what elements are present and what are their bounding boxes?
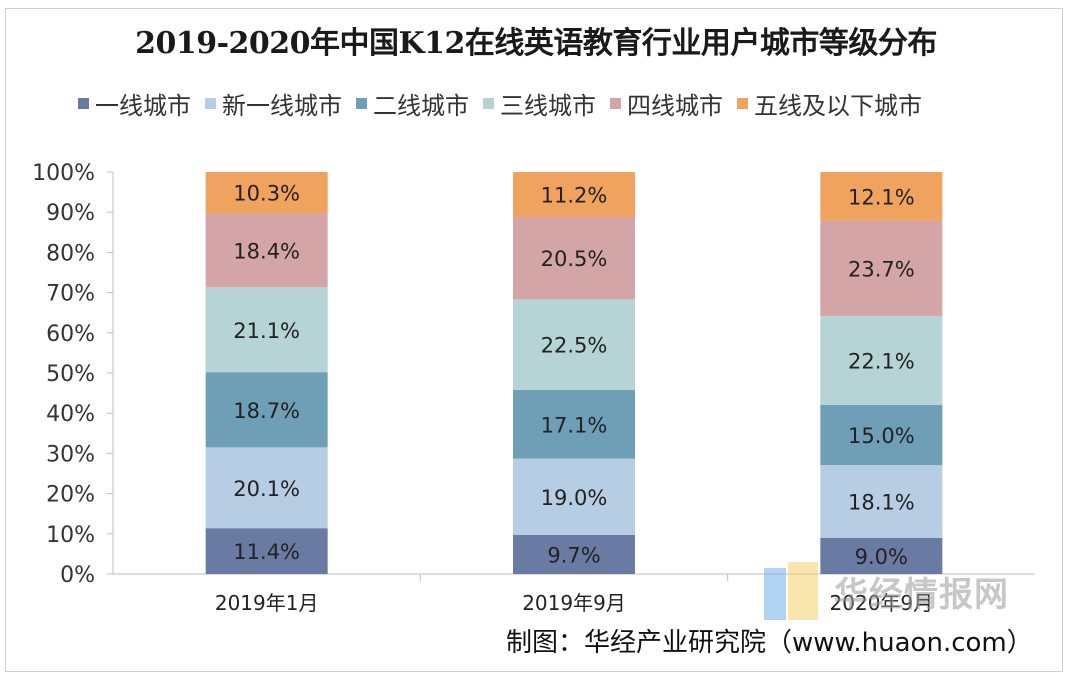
y-tick-label: 0% [60, 563, 95, 588]
legend: 一线城市 新一线城市 二线城市 三线城市 四线城市 五线及以下城市 [78, 86, 936, 120]
data-label: 11.2% [541, 184, 608, 208]
bar-segment [205, 528, 328, 574]
legend-label: 新一线城市 [222, 91, 342, 120]
watermark-logo-icon [764, 562, 822, 620]
legend-item: 新一线城市 [205, 86, 342, 121]
bar-segment [205, 372, 328, 448]
bar-segment [205, 172, 328, 214]
x-tick-label: 2019年1月 [215, 591, 319, 615]
y-tick-label: 30% [46, 442, 95, 467]
legend-swatch [737, 97, 748, 109]
data-label: 20.5% [541, 247, 608, 271]
bar-segment [513, 172, 635, 218]
bar-segment [820, 537, 943, 574]
bar-segment [205, 447, 328, 529]
y-tick-label: 40% [46, 402, 95, 427]
bar-segment [820, 404, 943, 466]
y-tick-label: 20% [46, 483, 95, 508]
data-label: 11.4% [233, 540, 300, 564]
y-tick-label: 70% [46, 282, 95, 307]
bar-segment [820, 465, 943, 538]
bar-segment [513, 458, 635, 536]
y-tick-label: 60% [46, 322, 95, 347]
watermark-text: 华经情报网 [834, 574, 1009, 615]
bar-segment [205, 213, 328, 288]
y-tick-label: 100% [32, 161, 95, 186]
legend-swatch [356, 97, 367, 109]
data-label: 19.0% [541, 486, 608, 510]
data-label: 20.1% [233, 477, 300, 501]
legend-swatch [610, 97, 621, 109]
bar-segment [205, 287, 328, 373]
y-tick-label: 50% [46, 362, 95, 387]
data-label: 18.4% [233, 239, 300, 263]
data-label: 15.0% [848, 424, 915, 448]
source-note: 制图：华经产业研究院（www.huaon.com） [506, 628, 1033, 658]
bar-segment [820, 315, 943, 405]
data-label: 22.1% [848, 349, 915, 373]
data-label: 12.1% [848, 185, 915, 209]
bar-segment [513, 299, 635, 390]
data-label: 21.1% [233, 319, 300, 343]
legend-item: 二线城市 [356, 86, 469, 121]
legend-label: 三线城市 [500, 91, 596, 120]
bar-segment [820, 172, 943, 221]
data-label: 9.0% [855, 545, 908, 569]
bar-segment [513, 535, 635, 574]
legend-item: 四线城市 [610, 86, 723, 121]
data-label: 18.1% [848, 490, 915, 514]
data-label: 22.5% [541, 334, 608, 358]
y-tick-label: 10% [46, 523, 95, 548]
chart-title: 2019-2020年中国K12在线英语教育行业用户城市等级分布 [135, 26, 937, 61]
legend-label: 一线城市 [95, 91, 191, 120]
legend-label: 二线城市 [373, 91, 469, 120]
legend-swatch [78, 97, 89, 109]
data-label: 23.7% [848, 257, 915, 281]
data-label: 18.7% [233, 399, 300, 423]
data-label: 10.3% [233, 182, 300, 206]
watermark: 华经情报网 [764, 562, 1009, 620]
bar-segment [513, 389, 635, 459]
bar-segment [513, 217, 635, 300]
bar-segment [820, 220, 943, 316]
y-tick-label: 90% [46, 201, 95, 226]
legend-swatch [483, 97, 494, 109]
x-tick-label: 2019年9月 [522, 591, 626, 615]
legend-item: 五线及以下城市 [737, 86, 922, 121]
x-tick-label: 2020年9月 [830, 591, 934, 615]
legend-item: 三线城市 [483, 86, 596, 121]
legend-label: 五线及以下城市 [754, 91, 922, 120]
y-tick-label: 80% [46, 241, 95, 266]
data-label: 9.7% [547, 544, 600, 568]
data-label: 17.1% [541, 413, 608, 437]
legend-label: 四线城市 [627, 91, 723, 120]
legend-item: 一线城市 [78, 86, 191, 121]
legend-swatch [205, 97, 216, 109]
